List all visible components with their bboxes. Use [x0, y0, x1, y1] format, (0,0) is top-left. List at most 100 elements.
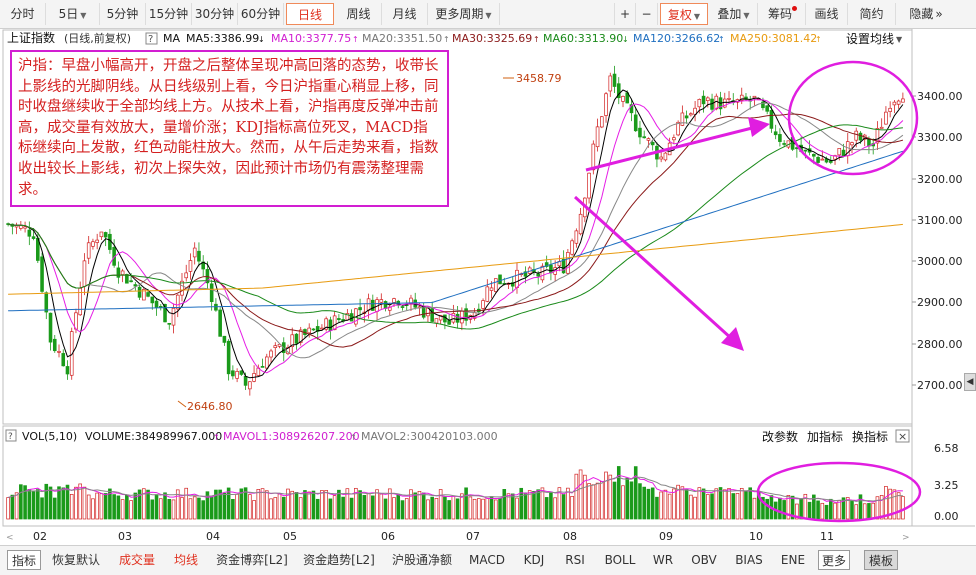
add-indicator-button[interactable]: 加指标 — [807, 429, 843, 444]
candle-body — [650, 141, 655, 146]
candle-body — [591, 143, 596, 171]
period-60min[interactable]: 60分钟 — [238, 3, 284, 25]
volume-bar — [536, 489, 540, 520]
volume-bar — [778, 497, 782, 520]
jianyue-button[interactable]: 简约 — [848, 3, 896, 25]
period-5day[interactable]: 5日 ▼ — [46, 3, 100, 25]
period-more[interactable]: 更多周期 ▼ — [428, 3, 500, 25]
arrow-down-icon: ↓ — [258, 35, 265, 44]
period-5min[interactable]: 5分钟 — [100, 3, 146, 25]
candle-body — [82, 260, 87, 287]
candle-body — [19, 225, 23, 229]
yincang-button[interactable]: 隐藏» — [896, 3, 956, 25]
month-axis: 02 03 04 05 06 07 08 09 10 11 — [33, 530, 834, 543]
zoom-out-button[interactable]: − — [636, 3, 658, 25]
volume-bar — [735, 493, 740, 520]
volume-bar — [557, 487, 562, 520]
help-icon-box[interactable] — [5, 429, 17, 442]
tab-boll[interactable]: BOLL — [604, 553, 636, 567]
price-tick: 2700.00 — [917, 379, 963, 392]
tab-fund-game[interactable]: 资金博弈[L2] — [216, 553, 288, 567]
tab-ma[interactable]: 均线 — [173, 553, 198, 567]
help-icon-box[interactable] — [145, 32, 158, 45]
candle-body — [659, 156, 663, 160]
tab-restore-default[interactable]: 恢复默认 — [51, 553, 100, 567]
candle-body — [158, 306, 163, 308]
help-icon[interactable]: ? — [148, 34, 153, 45]
period-fenshi[interactable]: 分时 — [0, 3, 46, 25]
tab-hsgt-net[interactable]: 沪股通净额 — [391, 553, 452, 567]
volume-bar — [680, 486, 685, 520]
chevron-left-icon[interactable]: < — [6, 533, 14, 543]
period-weekly[interactable]: 周线 — [336, 3, 382, 25]
candle-body — [752, 95, 757, 99]
volume-bar — [600, 481, 604, 520]
candle-body — [773, 131, 778, 136]
speaker-icon[interactable]: ◀ — [964, 373, 976, 391]
zoom-in-button[interactable]: + — [614, 3, 636, 25]
candle-body — [455, 313, 460, 323]
volume-bar — [460, 493, 464, 520]
volume-bar — [294, 492, 299, 520]
tab-obv[interactable]: OBV — [691, 553, 717, 567]
tab-volume[interactable]: 成交量 — [118, 553, 155, 567]
volume-bar — [116, 495, 121, 520]
candle-body — [820, 158, 825, 161]
candle-body — [222, 335, 227, 343]
volume-bar — [790, 495, 795, 520]
volume-bar — [828, 498, 833, 520]
tab-bias[interactable]: BIAS — [735, 553, 763, 567]
close-icon[interactable]: × — [898, 430, 907, 443]
huaxian-button[interactable]: 画线 — [806, 3, 848, 25]
highlight-ellipse-price — [787, 60, 919, 176]
fuquan-button[interactable]: 复权 ▼ — [660, 3, 708, 25]
chouma-button[interactable]: 筹码 — [760, 3, 806, 25]
kline-chart[interactable]: 上证指数 (日线,前复权) ? MA MA5:3386.99 MA10:3377… — [0, 29, 976, 543]
candle-body — [142, 289, 146, 301]
volume-bar — [438, 489, 443, 520]
tab-wr[interactable]: WR — [652, 553, 674, 567]
tab-more[interactable]: 更多 — [818, 550, 850, 570]
switch-indicator-button[interactable]: 换指标 — [852, 429, 888, 444]
tab-macd[interactable]: MACD — [469, 553, 505, 567]
period-monthly[interactable]: 月线 — [382, 3, 428, 25]
period-30min[interactable]: 30分钟 — [192, 3, 238, 25]
month-label: 09 — [659, 530, 673, 543]
candle-body — [31, 236, 36, 239]
close-icon-box[interactable] — [895, 429, 910, 443]
chevron-right-icon[interactable]: > — [902, 533, 910, 543]
period-daily[interactable]: 日线 — [286, 3, 334, 25]
candle-body — [337, 318, 341, 320]
candle-body — [837, 148, 842, 156]
volume-bar — [544, 497, 549, 520]
indicator-tabs: 指标 恢复默认 成交量 均线 资金博弈[L2] 资金趋势[L2] 沪股通净额 M… — [0, 545, 976, 575]
tab-ene[interactable]: ENE — [780, 553, 806, 567]
tab-fund-trend[interactable]: 资金趋势[L2] — [303, 553, 375, 567]
help-icon[interactable]: ? — [8, 432, 13, 442]
candle-body — [595, 126, 600, 148]
volume-bar — [409, 489, 413, 520]
set-ma-button[interactable]: 设置均线 — [846, 32, 894, 46]
period-15min[interactable]: 15分钟 — [146, 3, 192, 25]
tab-zhibiao[interactable]: 指标 — [7, 550, 41, 570]
candle-body — [430, 308, 434, 322]
kline-svg[interactable]: 上证指数 (日线,前复权) ? MA MA5:3386.99 MA10:3377… — [0, 29, 976, 543]
price-tick: 3000.00 — [917, 255, 963, 268]
month-label: 04 — [206, 530, 220, 543]
tab-template[interactable]: 模板 — [864, 550, 898, 570]
period-more-label: 更多周期 — [435, 7, 484, 21]
chevron-down-icon[interactable]: ▼ — [896, 35, 903, 44]
volume-bar — [888, 488, 892, 520]
scroll-arrows[interactable]: < > — [6, 533, 910, 543]
tab-rsi[interactable]: RSI — [565, 553, 585, 567]
volume-bar — [477, 498, 481, 520]
volume-bar — [472, 498, 477, 520]
diejia-button[interactable]: 叠加 ▼ — [710, 3, 758, 25]
candle-body — [421, 306, 426, 318]
change-params-button[interactable]: 改参数 — [762, 429, 798, 444]
tab-kdj[interactable]: KDJ — [523, 553, 545, 567]
low-marker-line — [177, 400, 187, 408]
candle-body — [841, 149, 846, 157]
volume-bar — [91, 498, 95, 520]
volume-bar — [739, 487, 744, 520]
